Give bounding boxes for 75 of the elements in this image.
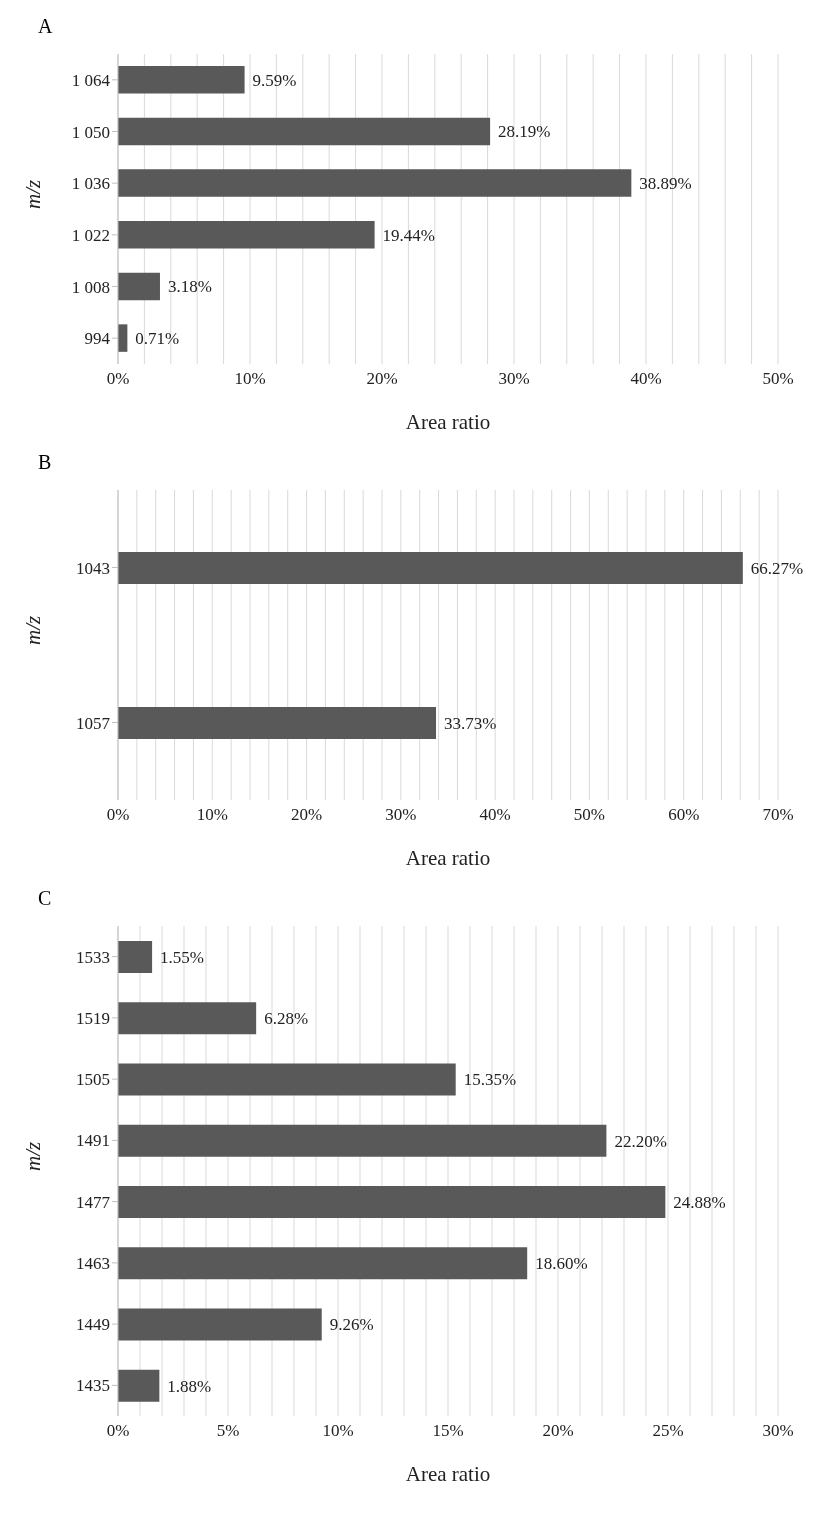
chart-title: B (37, 450, 53, 475)
bar (118, 941, 153, 973)
x-tick-label: 5% (216, 1421, 240, 1441)
bar (118, 1308, 322, 1341)
x-tick-label: 40% (630, 369, 662, 389)
x-axis-title: Area ratio (405, 410, 491, 434)
x-tick-label: 30% (498, 369, 530, 389)
y-axis-title: m/z (21, 615, 46, 645)
y-tick-label: 1449 (76, 1315, 110, 1335)
data-label: 9.59% (252, 70, 297, 90)
y-tick-label: 1 008 (71, 277, 110, 297)
x-tick-label: 50% (573, 805, 606, 825)
x-tick-label: 30% (385, 805, 417, 825)
x-tick-label: 20% (290, 805, 323, 825)
x-tick-label: 30% (762, 1421, 794, 1441)
y-tick-label: 1491 (76, 1131, 110, 1151)
bar (118, 1002, 257, 1035)
y-tick-label: 1519 (76, 1008, 110, 1028)
y-tick-label: 1 050 (71, 122, 110, 142)
y-tick-label: 1 064 (71, 70, 111, 90)
chart-title: C (37, 886, 53, 911)
bar (118, 1247, 528, 1280)
data-label: 1.55% (160, 947, 205, 967)
data-label: 0.71% (135, 329, 180, 349)
bar (118, 1369, 160, 1402)
y-tick-label: 1435 (76, 1376, 110, 1396)
y-axis-title: m/z (21, 1141, 46, 1171)
x-tick-label: 20% (542, 1421, 574, 1441)
x-tick-label: 0% (106, 805, 130, 825)
x-axis-title: Area ratio (405, 846, 491, 870)
bar (118, 117, 491, 146)
x-tick-label: 0% (106, 1421, 130, 1441)
data-label: 9.26% (329, 1315, 374, 1335)
data-label: 18.60% (535, 1254, 588, 1274)
x-tick-label: 10% (196, 805, 228, 825)
data-label: 15.35% (463, 1070, 517, 1090)
bar (118, 1124, 607, 1157)
x-axis-title: Area ratio (405, 1462, 491, 1486)
data-label: 6.28% (264, 1009, 309, 1029)
x-tick-label: 70% (762, 805, 794, 825)
y-tick-label: 1 036 (71, 174, 110, 194)
x-tick-label: 0% (106, 369, 130, 389)
x-tick-label: 40% (479, 805, 511, 825)
y-tick-label: 994 (84, 329, 111, 349)
bar (118, 1063, 456, 1096)
x-tick-label: 20% (366, 369, 398, 389)
data-label: 28.19% (498, 122, 551, 142)
y-tick-label: 1533 (76, 947, 110, 967)
data-label: 38.89% (639, 174, 692, 194)
bar (118, 1186, 666, 1218)
data-label: 1.88% (167, 1376, 212, 1396)
data-label: 22.20% (614, 1131, 667, 1151)
chart-title: A (37, 14, 54, 39)
data-label: 24.88% (673, 1192, 726, 1212)
x-tick-label: 60% (668, 805, 700, 825)
y-tick-label: 1 022 (71, 225, 110, 245)
y-tick-label: 1043 (76, 558, 110, 578)
bar (118, 169, 632, 197)
x-tick-label: 10% (234, 369, 266, 389)
y-tick-label: 1463 (76, 1253, 110, 1273)
data-label: 33.73% (444, 713, 497, 733)
x-tick-label: 50% (762, 369, 794, 389)
data-label: 3.18% (167, 277, 212, 297)
y-axis-title: m/z (21, 179, 46, 209)
y-tick-label: 1505 (76, 1070, 110, 1090)
bar (118, 272, 160, 301)
bar (118, 66, 245, 94)
x-tick-label: 25% (652, 1421, 684, 1441)
data-label: 19.44% (382, 225, 436, 245)
x-tick-label: 10% (322, 1421, 354, 1441)
data-label: 66.27% (750, 558, 804, 578)
x-tick-label: 15% (432, 1421, 464, 1441)
bar (118, 221, 375, 249)
y-tick-label: 1057 (76, 713, 111, 733)
y-tick-label: 1477 (76, 1192, 111, 1212)
